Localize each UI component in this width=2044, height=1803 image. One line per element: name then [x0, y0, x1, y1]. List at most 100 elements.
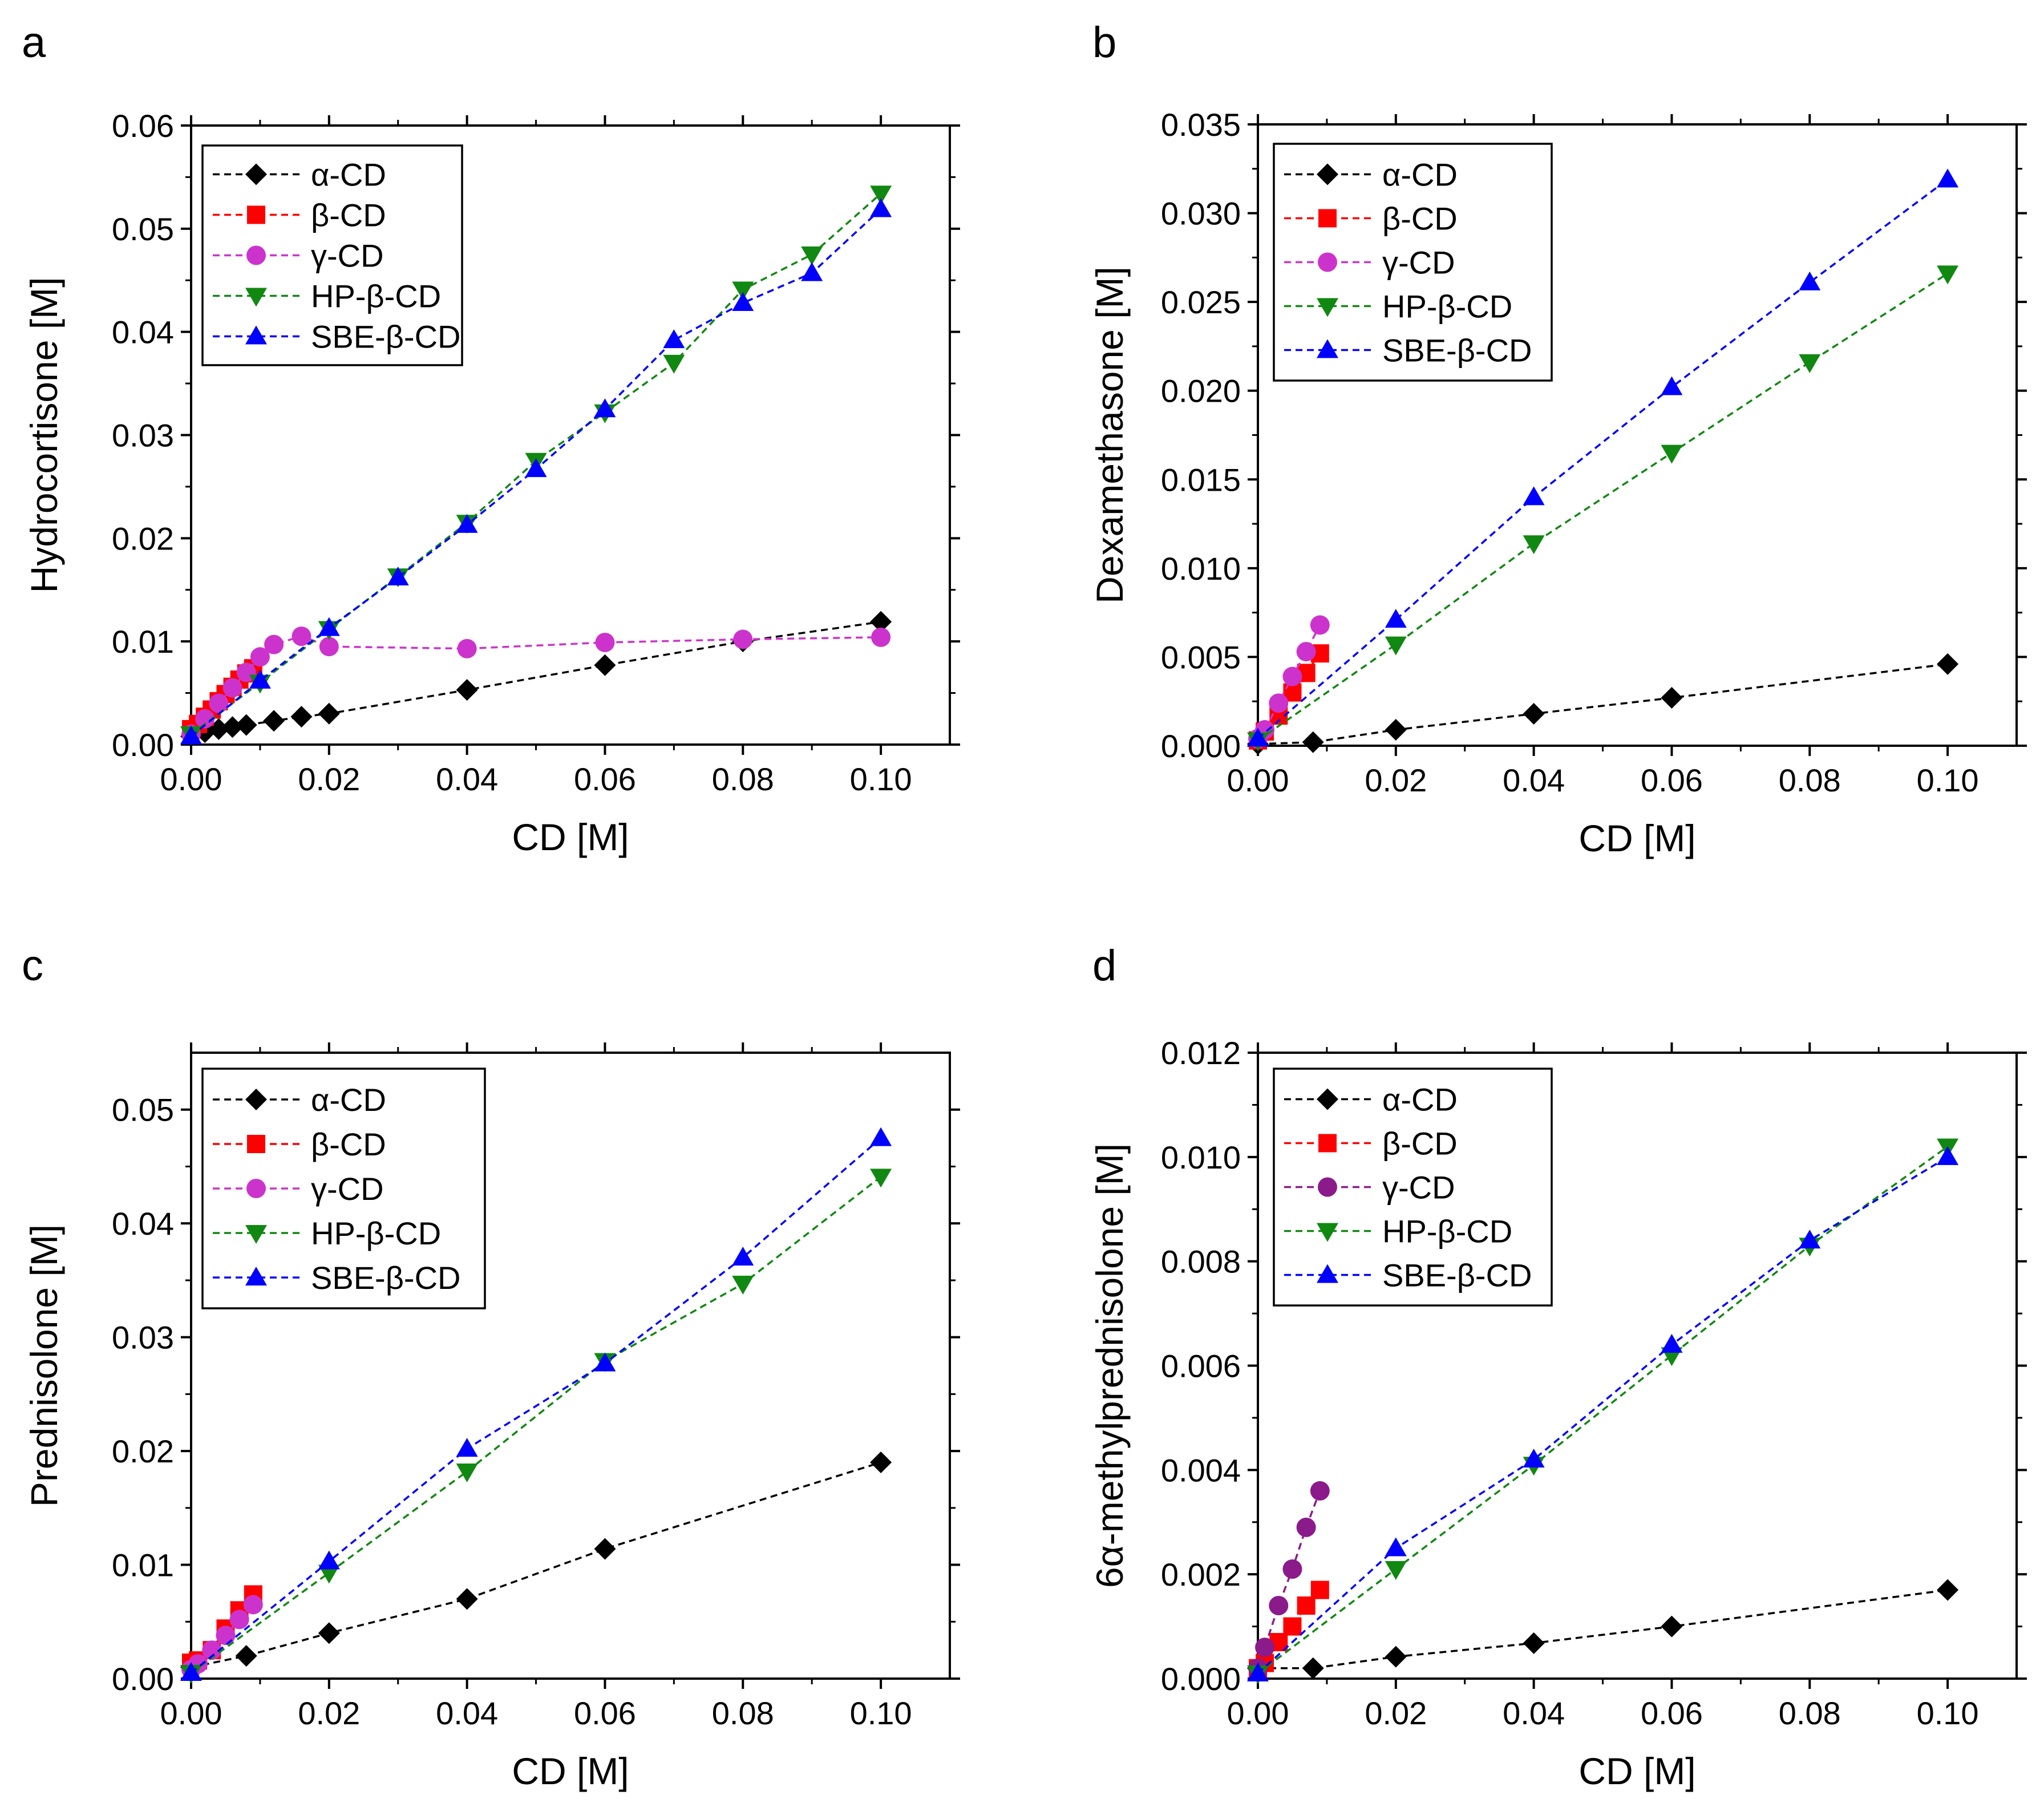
- legend-marker: [245, 325, 267, 345]
- data-point: [318, 1550, 340, 1570]
- data-point: [1523, 1632, 1545, 1654]
- y-tick-label: 0.000: [1161, 1661, 1241, 1697]
- data-point: [733, 629, 753, 649]
- x-axis-title: CD [M]: [1578, 817, 1695, 859]
- y-axis-title: Hydrocortisone [M]: [23, 277, 65, 593]
- y-tick-label: 0.020: [1161, 373, 1241, 409]
- data-point: [209, 693, 229, 713]
- x-tick-label: 0.08: [712, 1695, 774, 1731]
- data-point: [456, 1463, 478, 1482]
- plot-frame: [190, 1052, 951, 1680]
- x-tick-label: 0.00: [1227, 1695, 1289, 1731]
- x-tick-label: 0.00: [1227, 762, 1289, 798]
- data-point: [1937, 653, 1959, 675]
- data-point: [1523, 702, 1545, 725]
- data-point: [1247, 727, 1269, 747]
- legend-marker: [1318, 252, 1337, 272]
- series-alpha: [180, 611, 892, 747]
- data-point: [1799, 271, 1821, 290]
- data-point: [1297, 1596, 1316, 1615]
- series-line: [1257, 1146, 1949, 1675]
- y-axis-title: Prednisolone [M]: [23, 1224, 65, 1507]
- data-point: [1661, 444, 1683, 464]
- data-point: [456, 514, 478, 533]
- data-point: [229, 1610, 249, 1630]
- data-point: [1282, 666, 1302, 686]
- y-tick-label: 0.04: [112, 1206, 174, 1242]
- data-point: [1310, 1481, 1330, 1501]
- legend-marker: [1318, 209, 1337, 228]
- data-point: [250, 647, 270, 667]
- panel-letter: c: [22, 941, 43, 990]
- x-tick-label: 0.00: [160, 761, 222, 797]
- x-tick-label: 0.04: [436, 1695, 498, 1731]
- data-point: [1385, 1646, 1407, 1668]
- legend-box: [201, 144, 463, 366]
- data-point: [732, 281, 754, 301]
- series-gamma_d: [1248, 1481, 1330, 1678]
- x-tick-label: 0.02: [1365, 762, 1427, 798]
- x-tick-label: 0.10: [1917, 762, 1979, 798]
- legend-label: SBE-β-CD: [1382, 1258, 1532, 1293]
- data-point: [1247, 1662, 1269, 1681]
- legend-marker: [245, 163, 267, 185]
- data-point: [1269, 693, 1289, 713]
- legend-marker: [1317, 1088, 1338, 1110]
- panel-letter: b: [1092, 18, 1116, 67]
- legend-marker: [1317, 1264, 1338, 1283]
- data-point: [1661, 1333, 1683, 1353]
- data-point: [1661, 376, 1683, 395]
- legend-label: β-CD: [1382, 201, 1458, 237]
- data-point: [1385, 718, 1407, 741]
- data-point: [663, 354, 685, 374]
- legend-marker: [1317, 163, 1338, 185]
- legend-marker: [245, 288, 267, 307]
- data-point: [1296, 642, 1316, 662]
- data-point: [732, 1275, 754, 1295]
- legend-marker: [247, 1135, 265, 1153]
- data-point: [235, 714, 257, 736]
- series-alpha: [1247, 1579, 1959, 1679]
- y-tick-label: 0.025: [1161, 284, 1241, 320]
- series-alpha: [1247, 653, 1959, 755]
- x-tick-label: 0.06: [1641, 1695, 1703, 1731]
- legend-label: γ-CD: [311, 238, 384, 274]
- data-point: [801, 262, 823, 281]
- legend-label: γ-CD: [1382, 1170, 1455, 1206]
- legend-label: SBE-β-CD: [311, 1260, 460, 1296]
- y-tick-label: 0.012: [1161, 1035, 1241, 1071]
- legend-label: β-CD: [1382, 1126, 1458, 1162]
- series-sbe: [180, 1127, 892, 1681]
- series-sbe: [180, 198, 892, 745]
- x-axis-title: CD [M]: [512, 816, 629, 858]
- data-point: [663, 329, 685, 349]
- data-point: [870, 611, 892, 633]
- x-tick-label: 0.10: [850, 761, 912, 797]
- legend-label: HP-β-CD: [311, 278, 441, 314]
- x-tick-label: 0.10: [1917, 1695, 1979, 1731]
- y-tick-label: 0.05: [112, 211, 174, 247]
- chart-panel-a: a 0.00 0.02 0.04 0.06 0.08 0.10 0.00 0.01 0.02 0.0…: [22, 18, 960, 858]
- series-hp: [1247, 265, 1959, 751]
- data-point: [249, 669, 271, 689]
- data-point: [1937, 168, 1959, 188]
- y-tick-label: 0.05: [112, 1092, 174, 1128]
- data-point: [871, 627, 891, 647]
- data-point: [1799, 1230, 1821, 1249]
- legend-label: α-CD: [311, 157, 386, 193]
- data-point: [801, 246, 823, 266]
- data-point: [1385, 636, 1407, 656]
- legend-marker: [1317, 298, 1338, 317]
- data-point: [870, 1127, 892, 1146]
- panel-letter: d: [1092, 941, 1116, 990]
- series-line: [1257, 1490, 1321, 1669]
- series-line: [1257, 1156, 1949, 1675]
- data-point: [1937, 265, 1959, 285]
- data-point: [457, 638, 477, 658]
- y-tick-label: 0.00: [112, 1661, 174, 1697]
- data-point: [1661, 1615, 1683, 1638]
- data-point: [870, 185, 892, 205]
- y-axis-title: 6α-methylprednisolone [M]: [1088, 1143, 1131, 1588]
- y-axis-title: Dexamethasone [M]: [1088, 266, 1131, 604]
- data-point: [732, 1247, 754, 1266]
